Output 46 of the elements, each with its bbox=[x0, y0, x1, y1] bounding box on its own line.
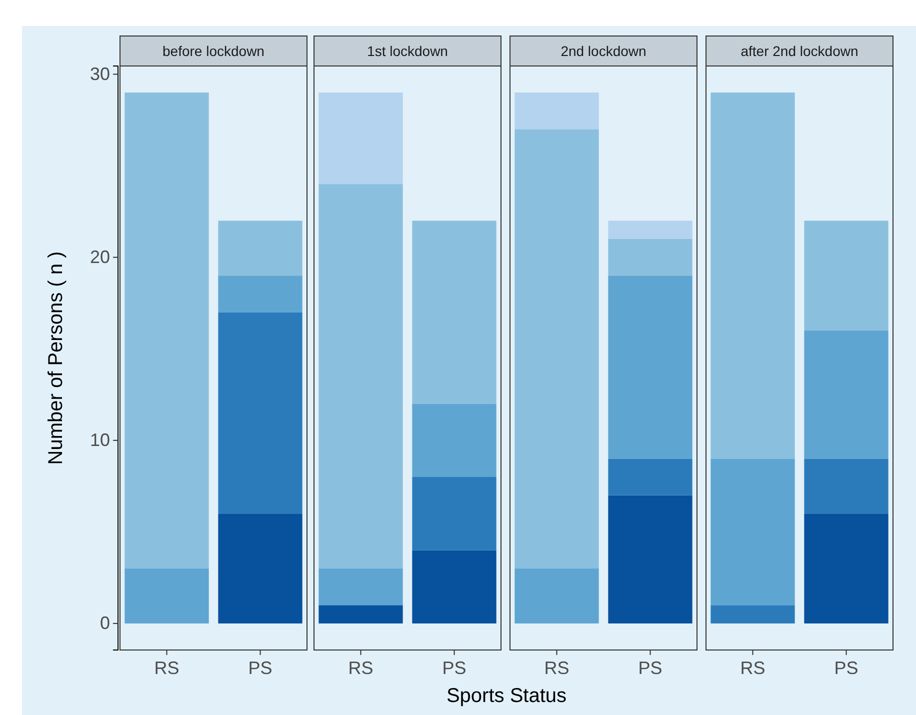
bar bbox=[804, 220, 888, 331]
x-tick-label: RS bbox=[740, 658, 766, 678]
chart-title: after 2nd lockdown bbox=[740, 43, 858, 59]
chart-title: before lockdown bbox=[162, 43, 264, 59]
y-tick-label: 10 bbox=[90, 430, 110, 450]
x-tick-label: PS bbox=[248, 658, 272, 678]
bar bbox=[514, 129, 599, 569]
bar bbox=[218, 276, 302, 312]
bar bbox=[318, 568, 403, 606]
bar bbox=[218, 220, 302, 276]
bar bbox=[608, 458, 692, 496]
y-axis-title: Number of Persons ( n ) bbox=[45, 251, 67, 465]
bar bbox=[412, 220, 496, 404]
bar bbox=[608, 239, 692, 276]
bar bbox=[804, 458, 888, 514]
x-tick-label: PS bbox=[638, 658, 662, 678]
x-tick-label: RS bbox=[154, 658, 180, 678]
bar bbox=[318, 184, 403, 569]
x-axis-title: Sports Status bbox=[446, 685, 567, 707]
bar bbox=[710, 92, 795, 459]
y-tick-label: 20 bbox=[90, 247, 110, 268]
y-tick-label: 30 bbox=[90, 64, 110, 84]
bar bbox=[804, 514, 888, 624]
bar bbox=[514, 568, 599, 624]
y-tick-label: 0 bbox=[100, 613, 110, 634]
bar bbox=[608, 276, 692, 459]
x-tick-label: PS bbox=[834, 658, 858, 678]
chart-title: 2nd lockdown bbox=[560, 43, 646, 59]
bar bbox=[412, 404, 496, 477]
x-tick-label: PS bbox=[442, 658, 466, 678]
bar bbox=[218, 514, 302, 624]
bar bbox=[710, 458, 795, 606]
bar bbox=[608, 220, 692, 240]
x-tick-label: RS bbox=[348, 658, 374, 678]
bar bbox=[514, 92, 599, 130]
bar bbox=[318, 92, 403, 184]
bar bbox=[412, 476, 496, 550]
bar bbox=[804, 330, 888, 459]
bar bbox=[412, 550, 496, 624]
bar bbox=[710, 605, 795, 624]
bar bbox=[608, 495, 692, 624]
chart-title: 1st lockdown bbox=[367, 43, 448, 59]
bar bbox=[318, 605, 403, 624]
bar bbox=[124, 568, 209, 624]
bar bbox=[218, 312, 302, 514]
x-tick-label: RS bbox=[544, 658, 570, 678]
